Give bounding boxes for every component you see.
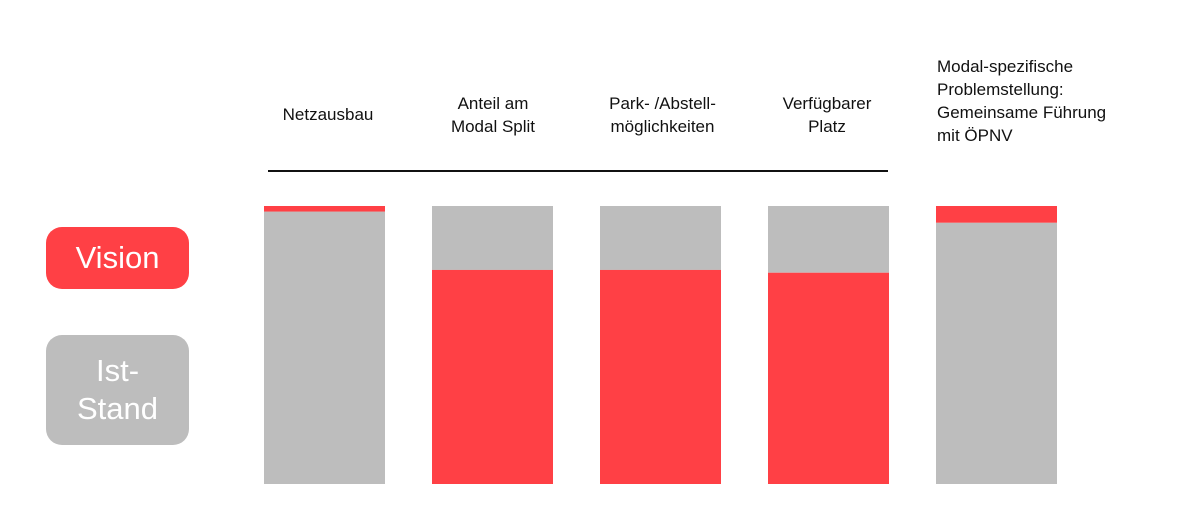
bar-ist-stand-4: [768, 206, 889, 273]
bar-ist-stand-3: [600, 206, 721, 270]
legend-ist-label-line2: Stand: [76, 391, 158, 426]
header-divider-line: [268, 170, 888, 172]
legend-vision-badge: Vision: [46, 227, 189, 289]
legend-ist-stand-badge: Ist- Stand: [46, 335, 189, 445]
header-verfuegbarer-platz: Verfügbarer Platz: [782, 94, 872, 136]
bar-ist-stand-2: [432, 206, 553, 270]
bar-vision-4: [768, 272, 889, 484]
header-park-abstell: Park- /Abstell- möglichkeiten: [609, 94, 716, 136]
bar-vision-5: [936, 206, 1057, 223]
bar-vision-2: [432, 269, 553, 484]
legend-vision-label: Vision: [75, 240, 160, 275]
bar-ist-stand-5: [936, 222, 1057, 484]
header-modal-spezifisch: Modal-spezifische Problemstellung: Gemei…: [937, 57, 1107, 145]
bar-vision-1: [264, 206, 385, 212]
bar-vision-3: [600, 269, 721, 484]
header-netzausbau: Netzausbau: [282, 105, 374, 124]
legend-ist-label-line1: Ist-: [95, 353, 140, 388]
header-anteil-modal-split: Anteil am Modal Split: [450, 94, 536, 136]
bar-ist-stand-1: [264, 211, 385, 484]
